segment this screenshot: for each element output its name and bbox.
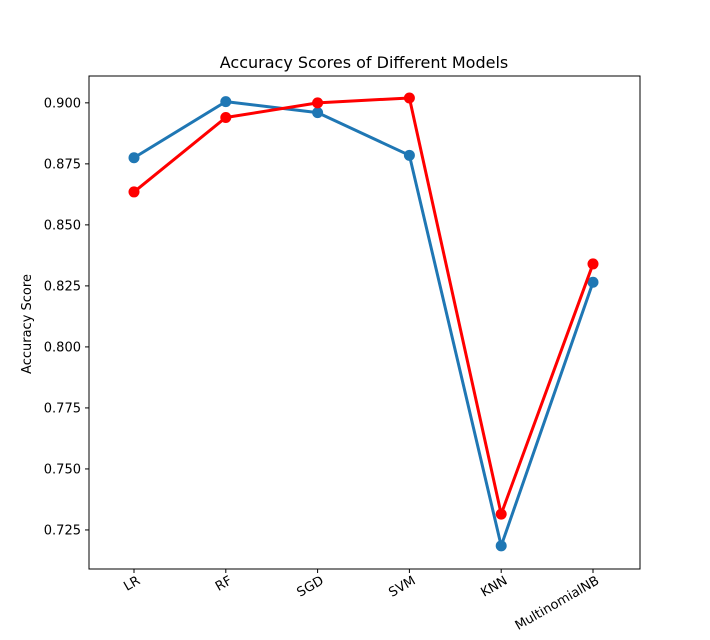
y-tick-label: 0.900 — [44, 96, 81, 111]
series-2-point — [312, 97, 324, 109]
series-1-point — [312, 107, 324, 119]
series-line-1 — [132, 100, 595, 548]
series-2-point — [220, 111, 232, 123]
series-2-point — [128, 186, 140, 198]
y-tick-label: 0.850 — [44, 218, 81, 233]
chart-title: Accuracy Scores of Different Models — [220, 53, 508, 72]
y-ticks: 0.725 0.750 0.775 0.800 0.825 0.850 0.875 0.900 — [44, 96, 89, 538]
y-tick-label: 0.825 — [44, 279, 81, 294]
plot-frame — [88, 75, 641, 570]
y-tick-label: 0.750 — [44, 462, 81, 477]
series-1-point — [128, 152, 140, 164]
series-1-point — [495, 540, 507, 552]
series-2-point — [495, 508, 507, 520]
y-axis-label: Accuracy Score — [20, 274, 35, 374]
series-1-point — [403, 149, 415, 161]
series-2-point — [403, 92, 415, 104]
x-tick-label: RF — [213, 573, 235, 594]
x-tick-label: LR — [121, 573, 143, 594]
y-tick-label: 0.775 — [44, 401, 81, 416]
series-1-point — [587, 276, 599, 288]
y-tick-label: 0.725 — [44, 523, 81, 538]
series-2-point — [587, 258, 599, 270]
y-tick-label: 0.800 — [44, 340, 81, 355]
series-1-point — [220, 96, 232, 108]
series-layer — [128, 92, 599, 552]
series-line-2 — [132, 96, 595, 516]
y-tick-label: 0.875 — [44, 157, 81, 172]
